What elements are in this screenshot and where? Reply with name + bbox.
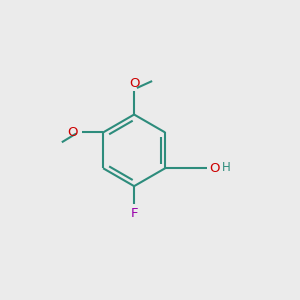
Text: F: F bbox=[130, 207, 138, 220]
Text: O: O bbox=[67, 126, 78, 139]
Text: O: O bbox=[129, 77, 140, 90]
Text: O: O bbox=[209, 162, 220, 175]
Text: H: H bbox=[222, 161, 230, 174]
